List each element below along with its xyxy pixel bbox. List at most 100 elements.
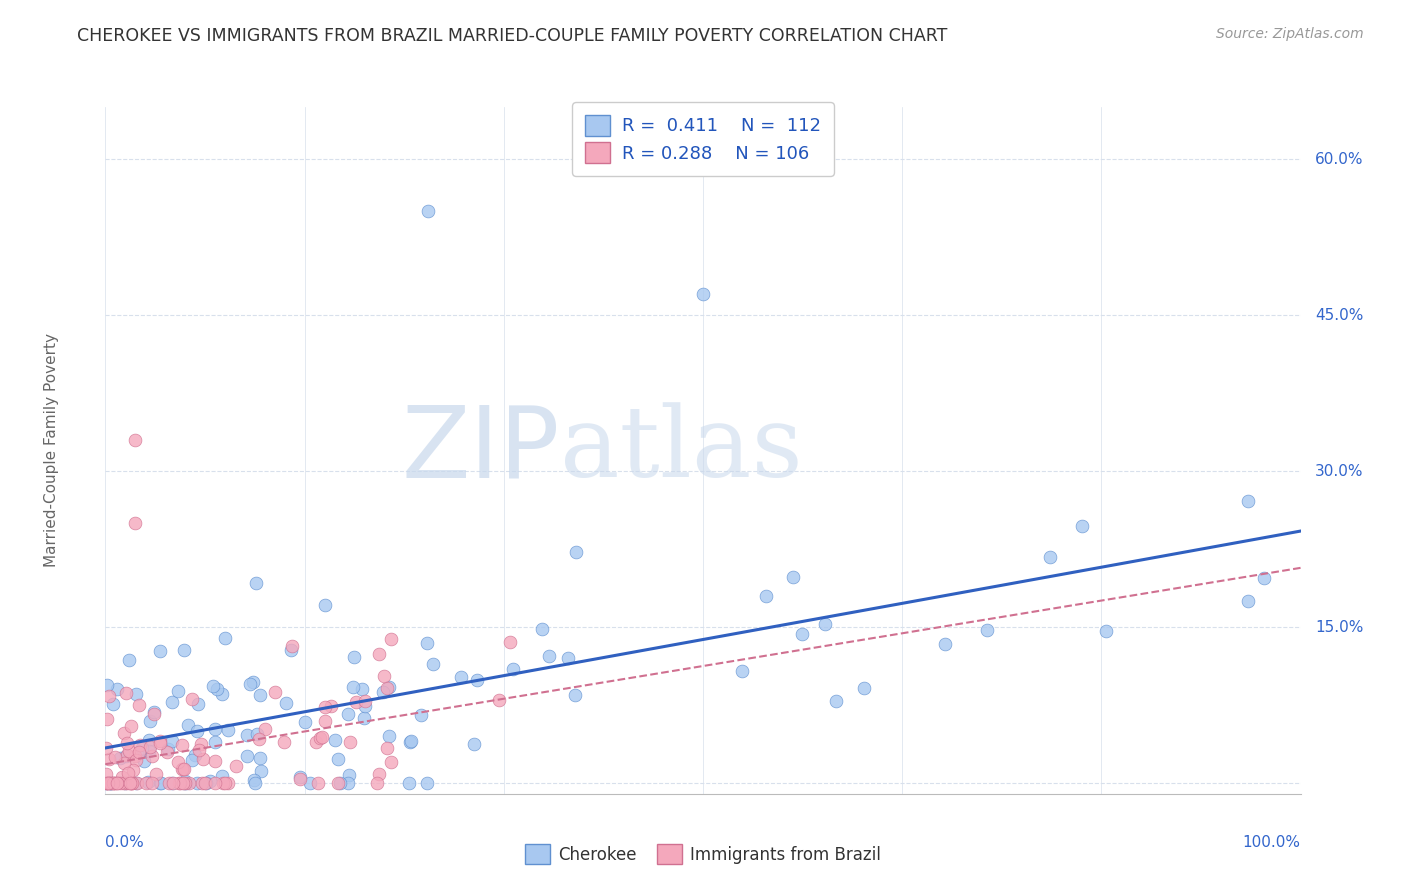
Point (96, 678, 118, 692)
Point (254, 723, 277, 737)
Point (142, 705, 165, 719)
Point (122, 764, 145, 778)
Point (98, 776, 121, 790)
Point (280, 643, 302, 657)
Point (121, 719, 143, 733)
Point (236, 748, 259, 763)
Point (198, 773, 221, 788)
Point (124, 749, 146, 764)
Point (173, 642, 195, 657)
Point (1237, 593, 1260, 607)
Point (236, 728, 259, 742)
Point (416, 776, 439, 790)
Point (323, 732, 346, 747)
Point (112, 725, 135, 739)
Point (149, 776, 172, 790)
Point (114, 776, 136, 790)
Point (124, 433, 146, 447)
Point (314, 714, 336, 728)
Text: Married-Couple Family Poverty: Married-Couple Family Poverty (44, 334, 59, 567)
Point (127, 776, 149, 790)
Point (211, 687, 233, 701)
Point (463, 737, 485, 751)
Text: 45.0%: 45.0% (1315, 308, 1364, 323)
Point (217, 776, 239, 790)
Point (98, 776, 121, 790)
Point (167, 755, 190, 769)
Point (128, 698, 150, 713)
Point (264, 684, 287, 698)
Point (211, 769, 233, 783)
Point (118, 653, 141, 667)
Point (124, 516, 146, 531)
Point (281, 640, 304, 654)
Point (299, 776, 322, 790)
Point (157, 776, 180, 790)
Point (273, 735, 295, 749)
Point (411, 707, 433, 722)
Point (204, 735, 226, 749)
Point (149, 736, 172, 750)
Point (380, 755, 402, 769)
Point (118, 776, 141, 790)
Point (117, 766, 139, 780)
Point (1095, 624, 1118, 638)
Point (336, 776, 359, 790)
Point (132, 754, 155, 768)
Point (245, 575, 267, 590)
Point (98, 776, 121, 790)
Point (96, 776, 118, 790)
Point (225, 759, 247, 773)
Point (162, 776, 184, 790)
Point (288, 770, 311, 784)
Point (105, 776, 128, 790)
Point (499, 634, 522, 648)
Point (174, 776, 197, 790)
Point (243, 776, 266, 790)
Point (108, 776, 131, 790)
Point (214, 776, 236, 790)
Point (422, 657, 444, 671)
Point (103, 750, 125, 764)
Point (167, 776, 190, 790)
Point (190, 737, 212, 751)
Point (243, 772, 266, 787)
Text: ZIP: ZIP (401, 402, 560, 499)
Point (399, 735, 422, 749)
Point (415, 636, 437, 650)
Point (1236, 493, 1258, 508)
Point (337, 768, 360, 782)
Point (290, 772, 312, 786)
Point (352, 681, 374, 696)
Point (730, 665, 752, 679)
Point (366, 776, 388, 790)
Point (488, 692, 510, 706)
Point (305, 735, 328, 749)
Point (465, 673, 488, 687)
Point (167, 684, 190, 698)
Point (201, 679, 224, 693)
Point (141, 776, 163, 790)
Point (246, 727, 269, 741)
Point (825, 694, 848, 708)
Point (96, 776, 118, 790)
Point (373, 669, 395, 683)
Point (169, 776, 191, 790)
Point (250, 764, 273, 779)
Point (156, 742, 179, 756)
Point (217, 723, 239, 737)
Point (149, 733, 172, 747)
Point (328, 776, 350, 790)
Point (204, 776, 226, 790)
Point (162, 776, 184, 790)
Point (173, 763, 195, 777)
Point (96, 776, 118, 790)
Point (418, 204, 440, 219)
Point (184, 747, 207, 762)
Point (353, 694, 375, 708)
Point (188, 743, 211, 757)
Point (111, 776, 134, 790)
Point (104, 776, 127, 790)
Point (205, 681, 228, 696)
Point (450, 669, 472, 683)
